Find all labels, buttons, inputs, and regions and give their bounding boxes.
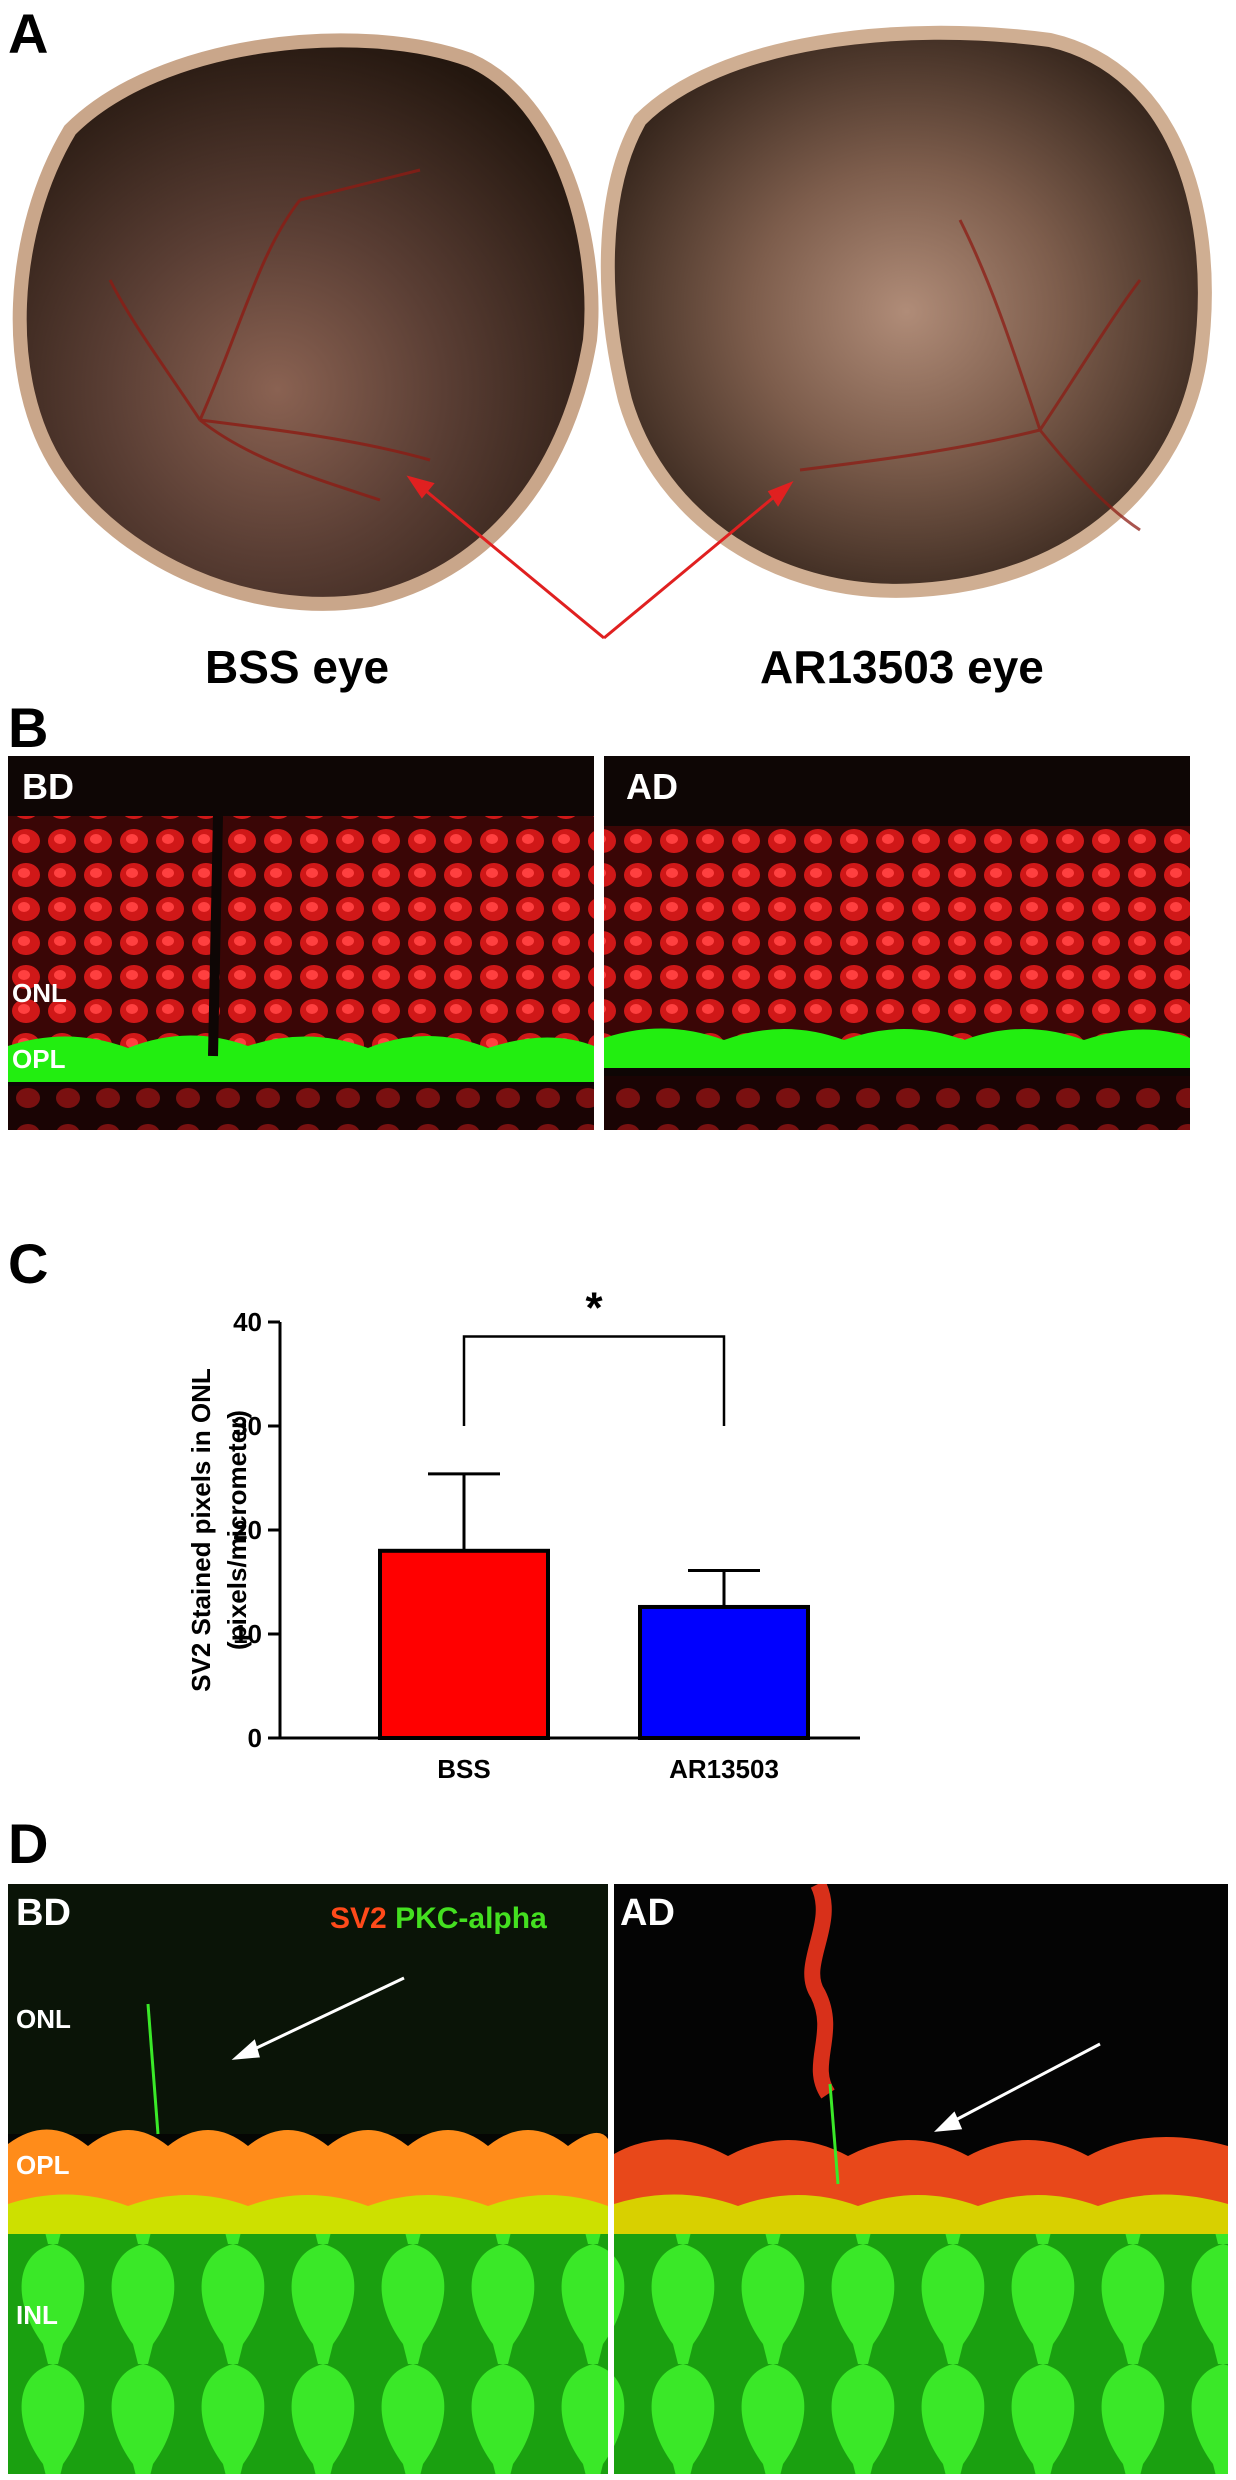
y-tick-label: 10 xyxy=(233,1619,262,1649)
panel-d-letter: D xyxy=(8,1812,49,1875)
panel-b-micrographs xyxy=(8,756,1190,1130)
panel-d-inl-label: INL xyxy=(16,2300,58,2330)
ar13503-eye-caption: AR13503 eye xyxy=(760,641,1044,693)
bss-eye-photo xyxy=(12,33,599,611)
panel-d-bd-image xyxy=(8,1884,608,2474)
panel-b-bd-tag: BD xyxy=(22,766,74,807)
x-tick-label-ar13503: AR13503 xyxy=(669,1754,779,1784)
ar13503-eye-vessels xyxy=(799,219,1142,532)
panel-d-ad-image xyxy=(614,1884,1228,2474)
panel-d-ad-tag: AD xyxy=(620,1892,675,1934)
red-arrows xyxy=(406,475,794,640)
panel-d-legend: SV2 PKC-alpha xyxy=(330,1902,547,1936)
legend-pkc-alpha: PKC-alpha xyxy=(395,1902,547,1935)
panel-d-micrographs xyxy=(8,1884,1228,2474)
white-arrows xyxy=(231,1976,1101,2132)
panel-a-letter: A xyxy=(8,2,49,65)
y-tick-label: 30 xyxy=(233,1411,262,1441)
bss-eye-caption: BSS eye xyxy=(205,641,390,693)
legend-sv2: SV2 xyxy=(330,1902,387,1935)
y-axis-label-line1: SV2 Stained pixels in ONL xyxy=(186,1368,216,1692)
significance-bracket xyxy=(462,1335,726,1426)
panel-b-opl-label: OPL xyxy=(12,1044,66,1074)
panel-b-letter: B xyxy=(8,696,49,759)
y-tick-label: 0 xyxy=(248,1723,262,1753)
panel-d-opl-label: OPL xyxy=(16,2150,70,2180)
panel-b-onl-label: ONL xyxy=(12,978,67,1008)
bar-ar13503 xyxy=(638,1604,810,1740)
significance-star: * xyxy=(585,1284,603,1333)
bar-bss xyxy=(378,1548,550,1740)
y-tick-label: 20 xyxy=(233,1515,262,1545)
panel-b-ad-tag: AD xyxy=(626,766,678,807)
y-axis-label-line2: (pixels/micrometer) xyxy=(222,1410,252,1650)
panel-c-bar-chart: 0 10 20 30 40 SV2 Stained pixels in ONL (pixel… xyxy=(186,1284,860,1784)
panel-d-onl-label: ONL xyxy=(16,2004,71,2034)
panel-d-bd-tag: BD xyxy=(16,1892,71,1934)
ar13503-eye-photo xyxy=(600,25,1212,598)
panel-a-eye-photos xyxy=(12,25,1212,640)
x-tick-label-bss: BSS xyxy=(437,1754,490,1784)
bss-eye-vessels xyxy=(108,168,431,502)
panel-c-letter: C xyxy=(8,1232,49,1295)
panel-b-ad-image xyxy=(604,756,1190,1130)
panel-b-bd-image xyxy=(8,756,594,1130)
y-tick-label: 40 xyxy=(233,1307,262,1337)
